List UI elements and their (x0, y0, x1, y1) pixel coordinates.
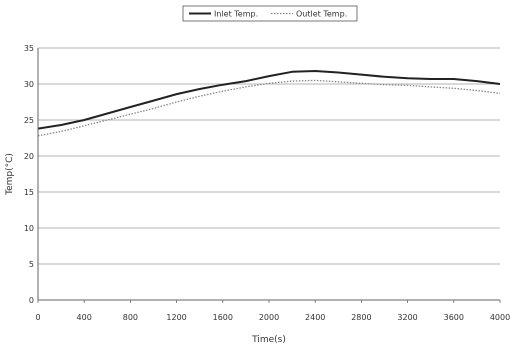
x-tick-label-3200: 3200 (397, 313, 417, 322)
y-tick-label-25: 25 (24, 116, 34, 125)
y-tick-label-20: 20 (24, 152, 34, 161)
y-tick-label-5: 5 (29, 260, 34, 269)
grid-lines (38, 47, 500, 301)
y-tick-label-35: 35 (24, 44, 34, 53)
x-tick-label-800: 800 (123, 313, 138, 322)
y-tick-labels: 0 5 10 15 20 25 30 35 (24, 44, 34, 305)
x-tick-labels: 0 400 800 1200 1600 2000 2400 2800 3200 3600 4000 (35, 313, 510, 322)
x-tick-label-0: 0 (35, 313, 40, 322)
x-tick-label-3600: 3600 (444, 313, 464, 322)
series-lines (37, 70, 501, 137)
x-tick-label-4000: 4000 (490, 313, 510, 322)
legend-label-inlet: Inlet Temp. (214, 10, 258, 19)
x-tick-label-2400: 2400 (305, 313, 325, 322)
legend-label-outlet: Outlet Temp. (296, 10, 347, 19)
legend: Inlet Temp. Outlet Temp. (182, 5, 358, 22)
legend-box (182, 5, 358, 22)
x-tick-label-2800: 2800 (351, 313, 371, 322)
y-tick-label-0: 0 (29, 296, 34, 305)
series-line-outlet (37, 79, 501, 137)
y-tick-label-30: 30 (24, 80, 34, 89)
x-tick-label-1200: 1200 (166, 313, 186, 322)
series-line-inlet (37, 70, 501, 130)
x-axis-label: Time(s) (251, 335, 286, 345)
x-tick-label-1600: 1600 (213, 313, 233, 322)
y-tick-label-15: 15 (24, 188, 34, 197)
x-tick-label-2000: 2000 (259, 313, 279, 322)
axes (37, 48, 501, 303)
x-tick-label-400: 400 (77, 313, 92, 322)
y-tick-label-10: 10 (24, 224, 34, 233)
y-axis-label: Temp(°C) (5, 153, 15, 196)
